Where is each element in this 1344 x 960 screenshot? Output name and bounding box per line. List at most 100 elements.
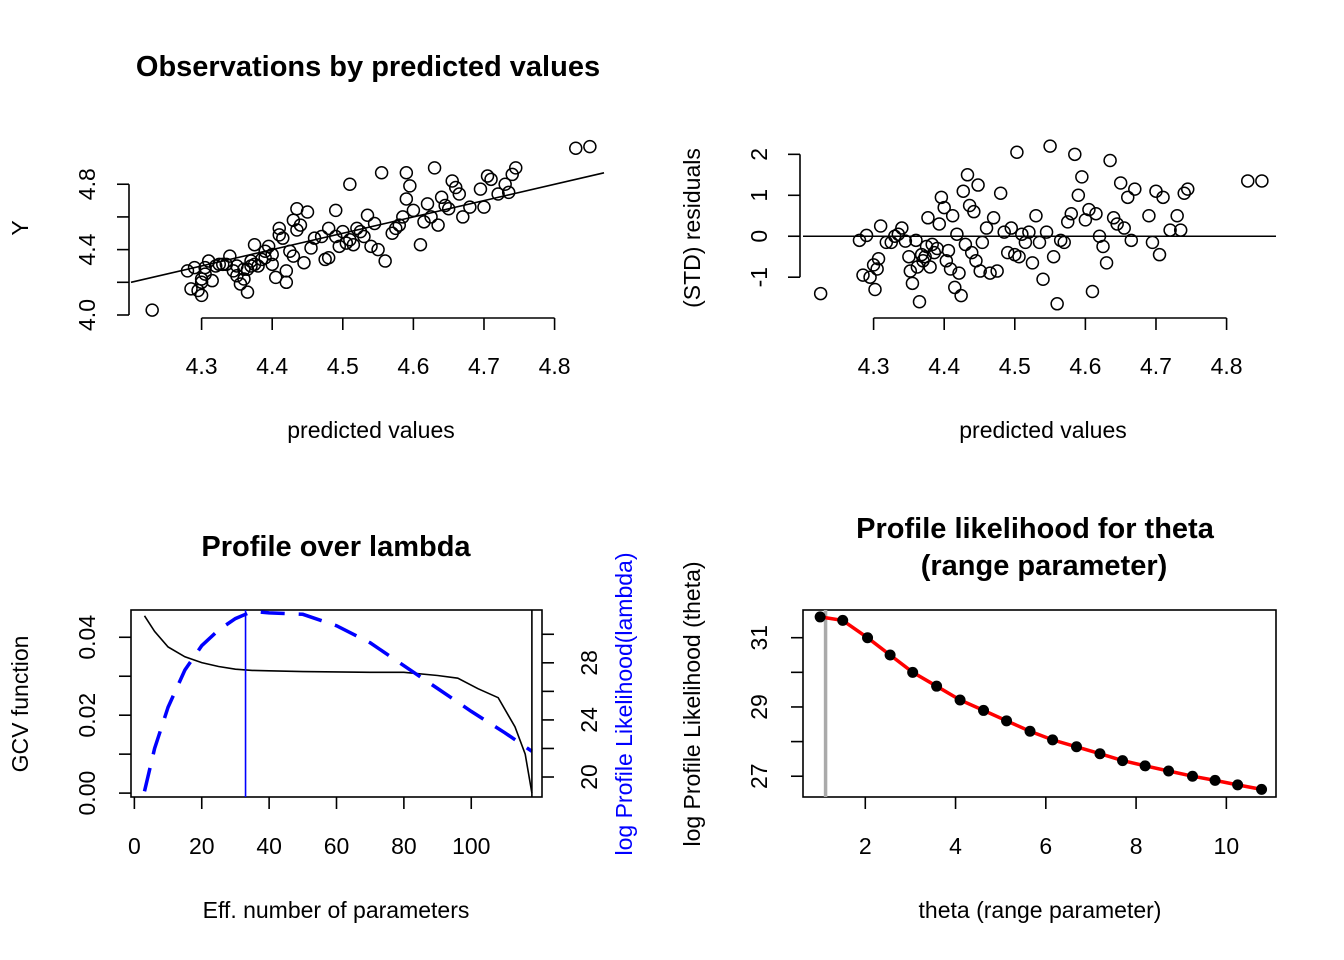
panel2-point — [1064, 206, 1079, 221]
panel1-point — [321, 251, 336, 265]
panel2-point — [960, 168, 975, 182]
theta-profile-point — [862, 632, 874, 644]
panel1-point — [279, 275, 294, 290]
panel1-point — [187, 260, 202, 275]
panel2-point — [1075, 170, 1089, 184]
panel1-point — [498, 177, 512, 191]
panel2-point — [1012, 249, 1026, 264]
panel2-point — [990, 264, 1004, 278]
panel3-y-tick-label-right: 24 — [576, 707, 602, 733]
panel1-point — [212, 257, 226, 272]
panel2-point — [1057, 235, 1071, 250]
panel2-point — [1089, 206, 1103, 221]
panel1-point — [332, 239, 347, 254]
panel1-point — [357, 229, 371, 244]
panel1-point — [205, 273, 219, 288]
panel2-point — [975, 235, 990, 250]
panel2-y-ticks: -1 0 1 2 — [746, 148, 800, 287]
panel1-point — [346, 237, 361, 252]
panel2-point — [967, 204, 981, 219]
panel1-x-ticks: 4.3 4.4 4.5 4.6 4.7 4.8 — [186, 318, 571, 379]
gcv-line — [143, 615, 533, 794]
theta-profile-point — [814, 611, 826, 623]
panel2-point — [863, 270, 877, 284]
panel2-point — [1103, 153, 1117, 168]
panel2-point — [1177, 186, 1191, 200]
panel1-point — [261, 239, 276, 254]
panel2-point — [859, 228, 874, 243]
panel2-x-tick-label: 4.4 — [928, 353, 960, 379]
panel2-point — [973, 264, 987, 278]
panel1-point — [265, 257, 279, 272]
panel-observations: Observations by predicted values 4.3 4.4 4… — [7, 51, 605, 443]
panel1-point — [297, 255, 311, 270]
panel1-point — [304, 241, 318, 255]
panel1-x-tick-label: 4.4 — [256, 353, 288, 379]
theta-profile-point — [1071, 741, 1083, 753]
panel1-point — [417, 215, 431, 229]
panel2-point — [871, 252, 886, 266]
panel1-point — [406, 203, 421, 218]
panel1-point — [484, 172, 498, 187]
panel1-point — [509, 161, 523, 175]
panel2-point — [971, 178, 985, 192]
panel1-point — [343, 177, 357, 191]
panel1-point — [441, 202, 456, 216]
panel1-point — [424, 210, 438, 224]
panel1-point — [184, 282, 198, 296]
panel2-point — [954, 288, 968, 303]
panel2-point — [921, 211, 935, 225]
theta-profile-point — [1163, 765, 1175, 777]
panel2-point — [932, 217, 947, 231]
panel1-point — [367, 216, 382, 231]
panel1-point — [339, 236, 354, 250]
panel2-point — [1170, 209, 1184, 223]
theta-profile-curve — [819, 615, 1262, 792]
panel1-xlabel: predicted values — [287, 417, 455, 443]
panel1-point — [272, 228, 287, 242]
panel4-plot-box — [802, 609, 1277, 798]
panel2-point — [912, 295, 927, 309]
panel3-x-tick-label: 0 — [128, 833, 141, 859]
panel1-point — [569, 141, 583, 156]
theta-profile-point — [931, 680, 943, 692]
panel4-x-tick-label: 10 — [1214, 833, 1240, 859]
panel1-point — [364, 239, 378, 254]
panel1-y-tick-label: 4.0 — [74, 299, 100, 331]
panel3-plot-box — [130, 609, 543, 798]
panel2-point — [950, 227, 964, 241]
panel1-point — [480, 169, 495, 183]
panel1-point — [247, 237, 262, 252]
panel2-point — [868, 282, 882, 297]
theta-profile-point — [837, 614, 849, 626]
panel2-y-tick-label: 1 — [746, 189, 772, 202]
panel4-x-tick-label: 4 — [949, 833, 962, 859]
panel2-point — [941, 243, 956, 258]
panel2-point — [1085, 284, 1100, 299]
panel3-y-tick-label-left: 0.00 — [74, 771, 100, 816]
panel1-point — [477, 200, 491, 214]
panel2-point — [856, 268, 870, 282]
panel2-point — [1181, 182, 1195, 196]
panel1-point — [456, 210, 470, 224]
panel2-point — [979, 221, 994, 235]
panel2-point — [958, 237, 973, 252]
panel1-point — [427, 161, 442, 175]
panel2-point — [1068, 147, 1082, 162]
panel2-point — [1096, 239, 1110, 254]
panel1-point — [300, 205, 315, 219]
panel3-y-tick-label-left: 0.02 — [74, 693, 100, 738]
panel3-x-tick-label: 100 — [452, 833, 490, 859]
panel1-reference-line — [130, 172, 605, 284]
theta-profile-point — [1209, 774, 1221, 786]
panel1-point — [293, 218, 308, 232]
panel1-point — [328, 203, 343, 218]
panel1-point — [371, 242, 385, 257]
panel2-point — [873, 219, 888, 233]
panel2-x-tick-label: 4.6 — [1069, 353, 1101, 379]
panel3-y-tick-label-left: 0.04 — [74, 615, 100, 660]
panel2-point — [1113, 176, 1128, 190]
panel2-y-tick-label: -1 — [746, 267, 772, 287]
panel2-point — [1082, 202, 1096, 217]
